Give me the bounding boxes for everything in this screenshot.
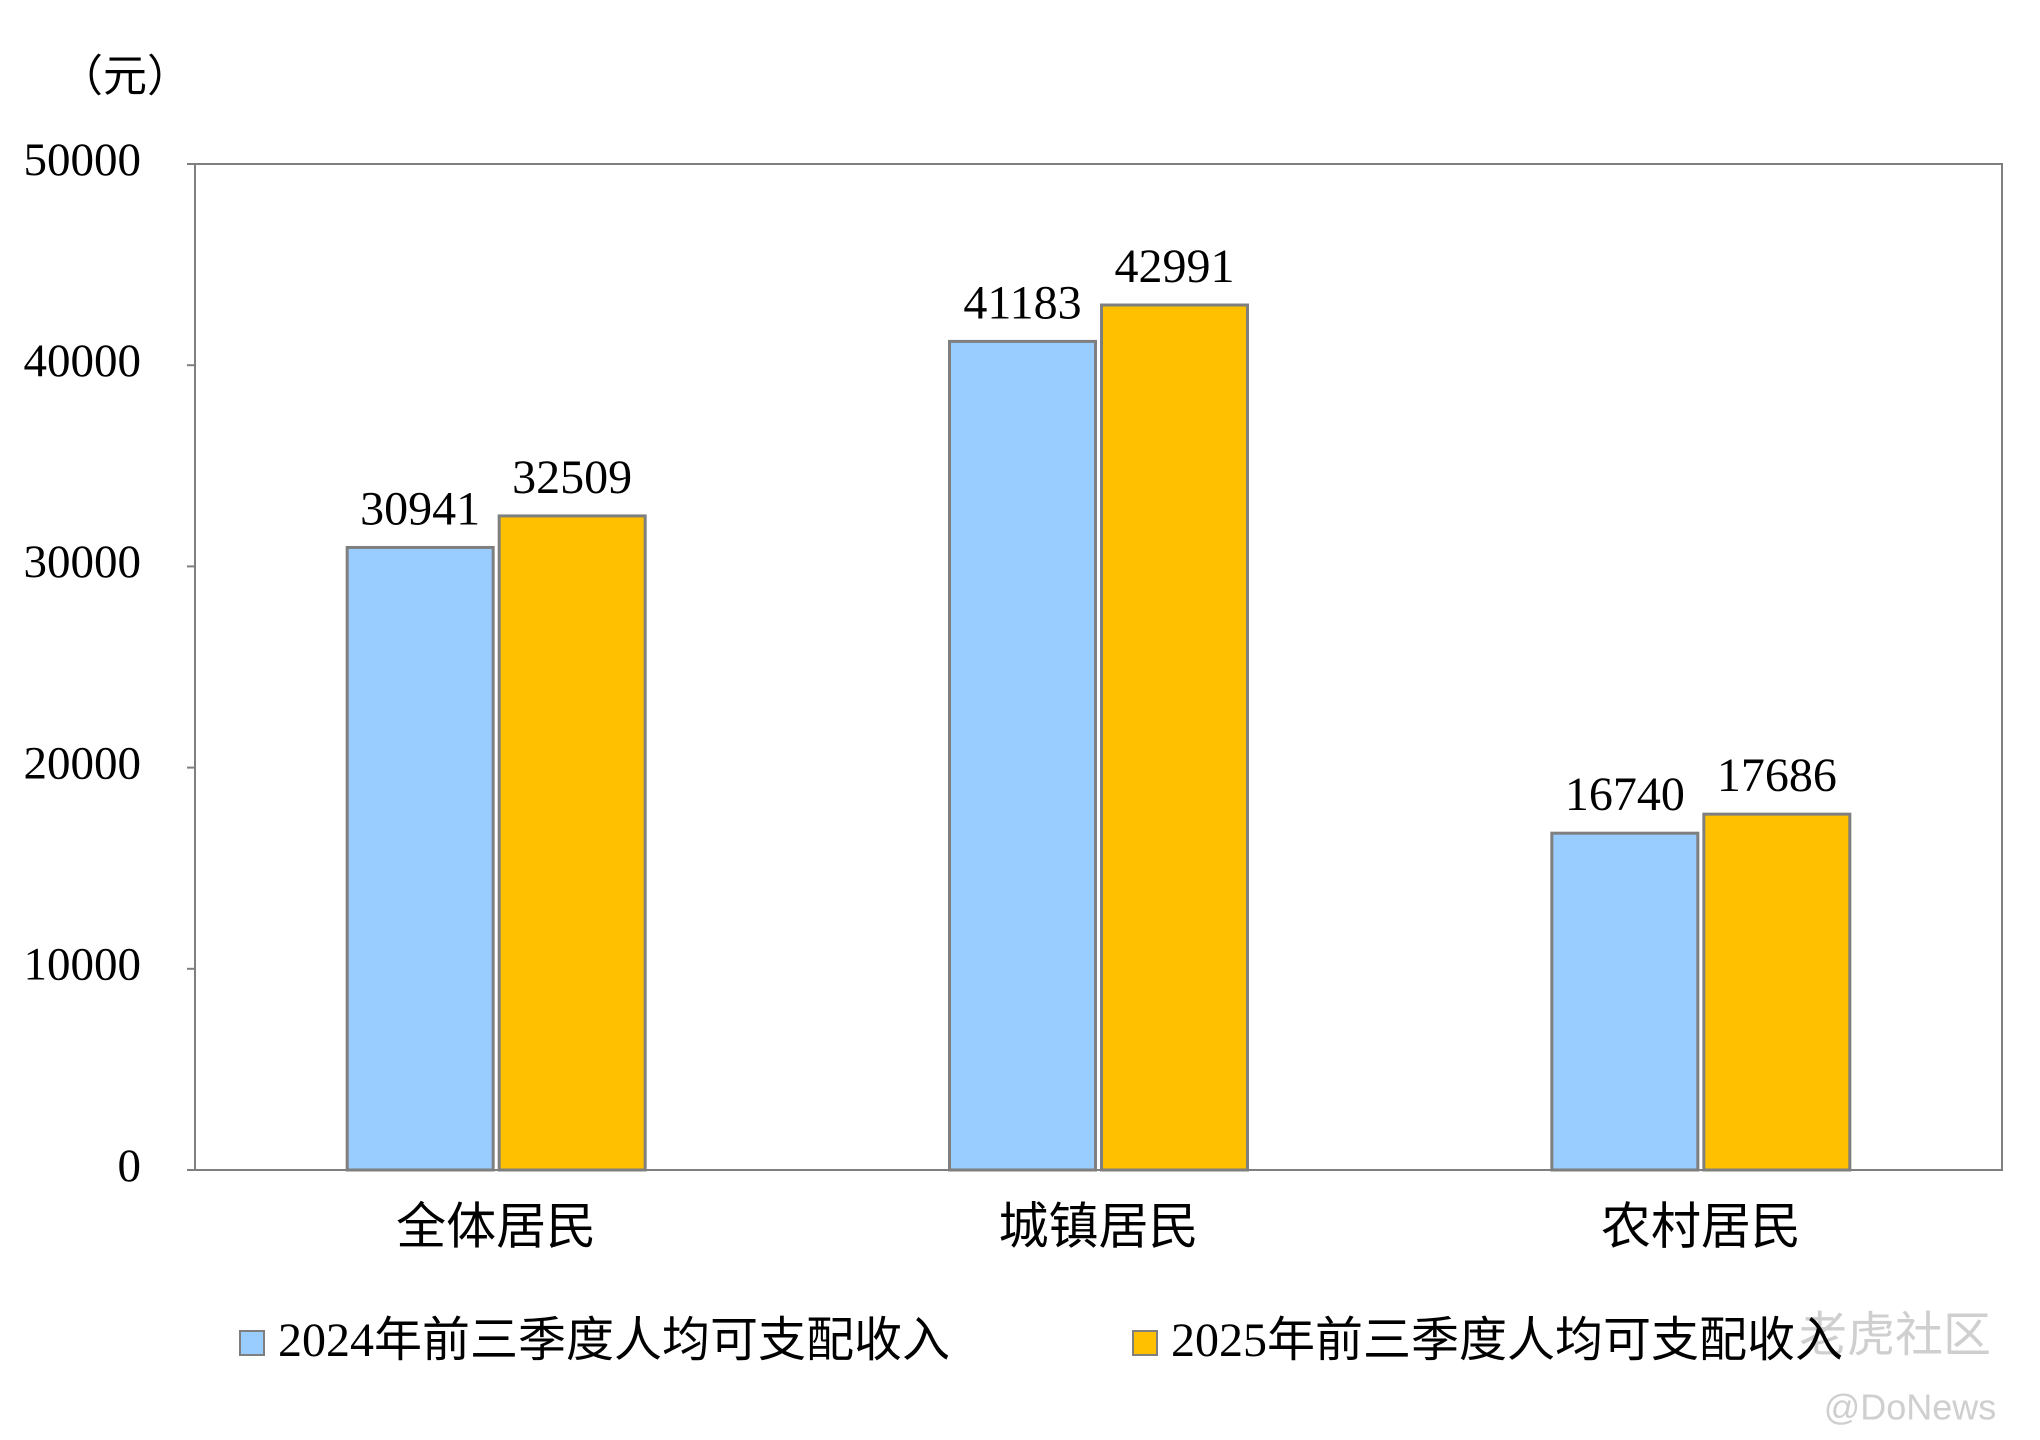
legend-label: 2024年前三季度人均可支配收入 (278, 1314, 950, 1367)
y-tick-label: 50000 (24, 134, 142, 186)
y-tick-label: 30000 (24, 536, 142, 588)
y-tick-label: 0 (118, 1140, 142, 1192)
value-label: 17686 (1717, 749, 1837, 802)
y-tick-label: 40000 (24, 335, 142, 387)
value-label: 16740 (1565, 768, 1685, 821)
value-label: 32509 (512, 451, 632, 504)
x-tick-label: 农村居民 (1601, 1198, 1801, 1254)
bar (1702, 812, 1852, 1172)
bar (948, 339, 1097, 1172)
bar (497, 514, 647, 1172)
unit-label: （元） (59, 52, 191, 101)
bar (1550, 831, 1700, 1172)
plot-area (194, 163, 2003, 1171)
watermark: 老虎社区 (1799, 1309, 1991, 1362)
legend-swatch (1132, 1330, 1158, 1356)
legend-swatch (239, 1330, 265, 1356)
value-label: 41183 (963, 276, 1081, 329)
value-label: 30941 (360, 482, 480, 535)
bar (345, 545, 495, 1172)
y-tick-label: 20000 (24, 737, 142, 789)
watermark: @DoNews (1824, 1387, 1997, 1428)
value-label: 42991 (1115, 240, 1235, 293)
x-tick-label: 全体居民 (396, 1198, 596, 1254)
x-tick-label: 城镇居民 (999, 1198, 1199, 1254)
legend-label: 2025年前三季度人均可支配收入 (1171, 1314, 1843, 1367)
bar (1100, 303, 1249, 1172)
y-tick-label: 10000 (24, 939, 142, 991)
